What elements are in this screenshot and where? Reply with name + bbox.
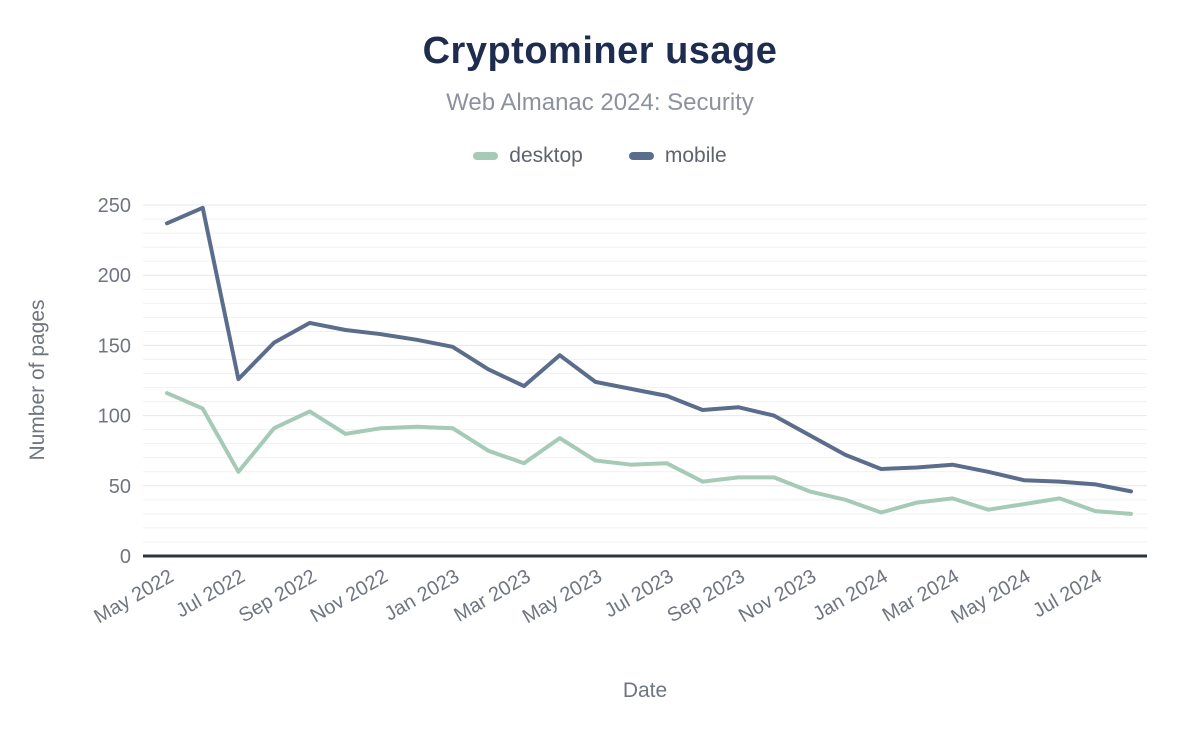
x-tick-label: Sep 2023 [664, 565, 749, 627]
legend-item-desktop[interactable]: desktop [473, 144, 583, 168]
x-tick-label: May 2022 [90, 565, 177, 628]
y-tick-label: 150 [98, 335, 131, 357]
x-tick-label: Jan 2023 [381, 565, 463, 625]
y-tick-label: 50 [109, 476, 131, 498]
x-tick-label: Sep 2022 [235, 565, 320, 627]
legend: desktop mobile [0, 144, 1200, 168]
y-tick-label: 0 [120, 546, 131, 568]
x-tick-label: Mar 2023 [450, 565, 534, 626]
x-tick-label: May 2024 [947, 565, 1034, 628]
x-axis-title: Date [623, 679, 667, 702]
y-axis-title: Number of pages [26, 299, 49, 460]
series-line-mobile [165, 205, 1133, 494]
legend-label-mobile: mobile [664, 144, 727, 167]
chart-title: Cryptominer usage [422, 30, 778, 72]
x-tick-label: Mar 2024 [879, 565, 963, 626]
legend-label-desktop: desktop [509, 144, 583, 167]
legend-item-mobile[interactable]: mobile [628, 144, 727, 168]
mobile-series-swatch-icon [628, 152, 654, 160]
x-tick-label: Nov 2023 [735, 565, 820, 627]
chart-subtitle: Web Almanac 2024: Security [446, 89, 754, 116]
x-tick-label: Jul 2024 [1029, 565, 1105, 622]
y-tick-label: 200 [98, 265, 131, 287]
y-tick-label: 250 [98, 195, 131, 217]
y-tick-label: 100 [98, 406, 131, 428]
x-tick-label: Nov 2022 [307, 565, 392, 627]
desktop-series-swatch-icon [473, 152, 499, 160]
series-line-desktop [165, 391, 1133, 516]
x-tick-label: May 2023 [519, 565, 606, 628]
x-tick-label: Jan 2024 [809, 565, 891, 625]
